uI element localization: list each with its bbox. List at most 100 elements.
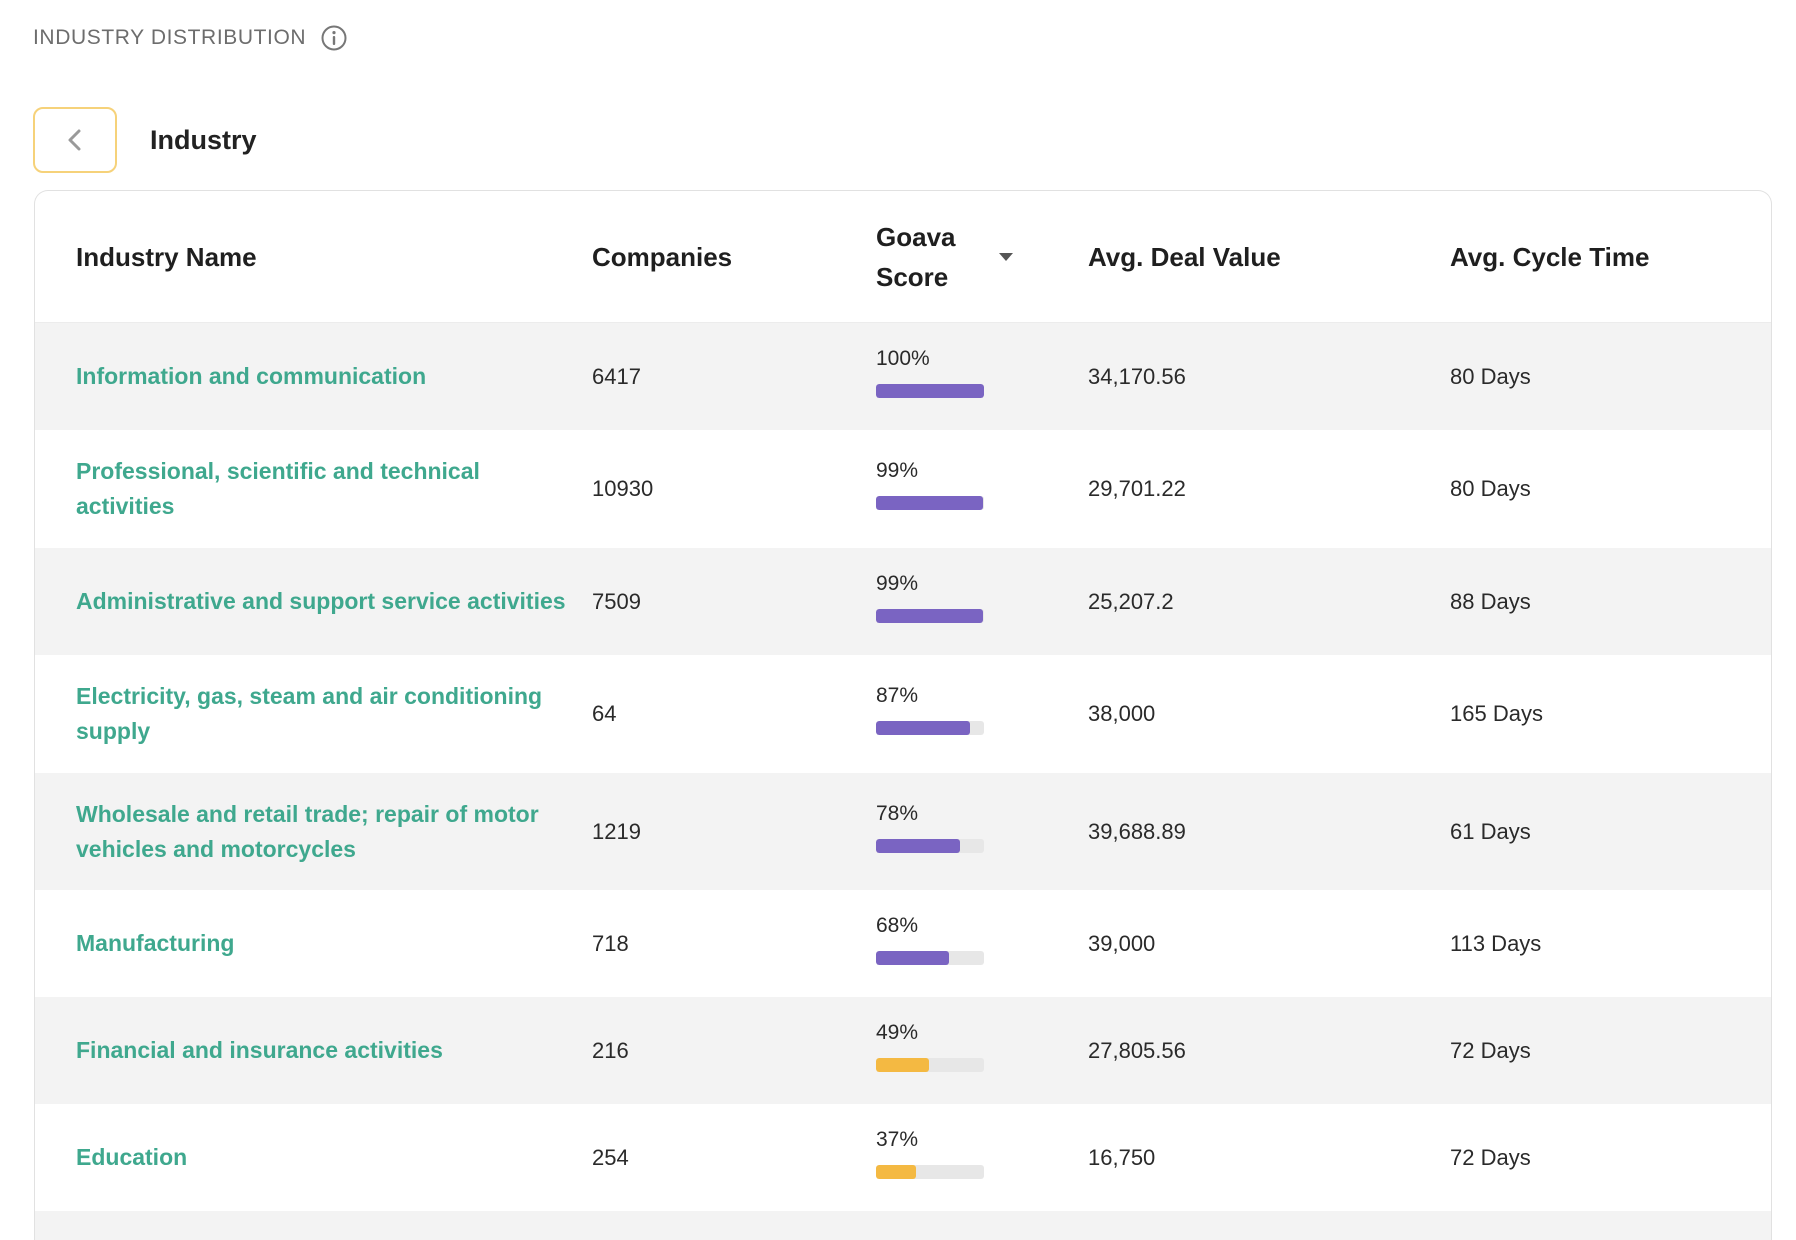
- column-header-goava-score[interactable]: Goava Score: [876, 191, 1014, 323]
- column-header-companies[interactable]: Companies: [592, 191, 732, 323]
- companies-count: 216: [592, 1037, 629, 1063]
- goava-score-fill: [876, 609, 983, 623]
- column-header-label: Avg. Deal Value: [1088, 241, 1281, 272]
- avg-cycle-time: 80 Days: [1450, 476, 1531, 501]
- table-row: [35, 1211, 1771, 1240]
- industry-name: Wholesale and retail trade; repair of mo…: [76, 800, 539, 862]
- industry-name: Administrative and support service activ…: [76, 588, 566, 614]
- goava-score-fill: [876, 1165, 916, 1179]
- goava-score-bar: [876, 721, 984, 735]
- column-header-label: Avg. Cycle Time: [1450, 241, 1650, 272]
- avg-deal-value: 27,805.56: [1088, 1037, 1186, 1063]
- table-row[interactable]: Wholesale and retail trade; repair of mo…: [35, 773, 1771, 890]
- goava-score-fill: [876, 496, 983, 510]
- avg-deal-value: 38,000: [1088, 701, 1156, 726]
- caret-down-icon[interactable]: [998, 252, 1014, 262]
- industry-name: Information and communication: [76, 363, 427, 389]
- companies-count: 254: [592, 1144, 629, 1170]
- avg-deal-value: 29,701.22: [1088, 476, 1186, 501]
- avg-cycle-time: 88 Days: [1450, 588, 1531, 614]
- industry-name-link[interactable]: Administrative and support service activ…: [76, 548, 566, 655]
- goava-score-label: 100%: [876, 347, 930, 370]
- avg-deal-value: 25,207.2: [1088, 588, 1174, 614]
- column-header-avg-cycle-time[interactable]: Avg. Cycle Time: [1450, 191, 1649, 323]
- avg-cycle-time: 72 Days: [1450, 1144, 1531, 1170]
- goava-score: 78%: [876, 802, 984, 853]
- goava-score: 87%: [876, 684, 984, 735]
- goava-score-bar: [876, 839, 984, 853]
- goava-score-label: 37%: [876, 1128, 919, 1151]
- goava-score-fill: [876, 721, 970, 735]
- column-header-label: Goava Score: [876, 222, 956, 292]
- companies-count: 1219: [592, 818, 641, 844]
- industry-name-link[interactable]: Education: [76, 1104, 566, 1211]
- goava-score: 99%: [876, 572, 984, 623]
- column-header-label: Companies: [592, 241, 733, 272]
- table-body: Information and communication 6417 100% 34,…: [35, 323, 1771, 1240]
- table-row[interactable]: Administrative and support service activ…: [35, 548, 1771, 655]
- back-button[interactable]: [33, 107, 117, 173]
- avg-cycle-time: 165 Days: [1450, 701, 1543, 726]
- goava-score-bar: [876, 496, 984, 510]
- industry-name-link[interactable]: Financial and insurance activities: [76, 997, 566, 1104]
- goava-score-label: 68%: [876, 914, 919, 937]
- goava-score-fill: [876, 951, 950, 965]
- goava-score-label: 99%: [876, 459, 919, 482]
- industry-table: Industry Name Companies Goava Score Avg.…: [34, 190, 1772, 1240]
- table-row[interactable]: Manufacturing 718 68% 39,000 113 Days: [35, 890, 1771, 997]
- table-row[interactable]: Financial and insurance activities 216 49%…: [35, 997, 1771, 1104]
- table-row[interactable]: Education 254 37% 16,750 72 Days: [35, 1104, 1771, 1211]
- table-row[interactable]: Information and communication 6417 100% 34,…: [35, 323, 1771, 430]
- nav-row: Industry: [33, 107, 257, 173]
- goava-score-bar: [876, 1165, 984, 1179]
- companies-count: 6417: [592, 363, 641, 389]
- section-header: INDUSTRY DISTRIBUTION: [33, 24, 348, 52]
- section-title: INDUSTRY DISTRIBUTION: [33, 26, 307, 49]
- industry-name: Professional, scientific and technical a…: [76, 458, 480, 519]
- goava-score-fill: [876, 839, 961, 853]
- column-header-avg-deal-value[interactable]: Avg. Deal Value: [1088, 191, 1281, 323]
- goava-score-label: 49%: [876, 1021, 919, 1044]
- goava-score-bar: [876, 951, 984, 965]
- goava-score: 68%: [876, 914, 984, 965]
- avg-deal-value: 39,000: [1088, 930, 1156, 956]
- industry-name-link[interactable]: Information and communication: [76, 323, 566, 430]
- avg-deal-value: 39,688.89: [1088, 818, 1186, 844]
- industry-name: Electricity, gas, steam and air conditio…: [76, 683, 543, 744]
- page-title: Industry: [150, 124, 257, 155]
- goava-score-bar: [876, 609, 984, 623]
- table-header: Industry Name Companies Goava Score Avg.…: [35, 191, 1771, 323]
- goava-score: 37%: [876, 1128, 984, 1179]
- companies-count: 718: [592, 930, 629, 956]
- companies-count: 10930: [592, 476, 654, 501]
- goava-score-label: 78%: [876, 802, 919, 825]
- goava-score-bar: [876, 384, 984, 398]
- goava-score: 100%: [876, 347, 984, 398]
- column-header-industry-name[interactable]: Industry Name: [76, 191, 257, 323]
- goava-score: 99%: [876, 459, 984, 510]
- goava-score-bar: [876, 1058, 984, 1072]
- avg-cycle-time: 61 Days: [1450, 818, 1531, 844]
- industry-name-link[interactable]: Professional, scientific and technical a…: [76, 430, 566, 548]
- avg-cycle-time: 113 Days: [1450, 930, 1542, 956]
- avg-deal-value: 16,750: [1088, 1144, 1156, 1170]
- table-row[interactable]: Professional, scientific and technical a…: [35, 430, 1771, 548]
- industry-name-link[interactable]: Electricity, gas, steam and air conditio…: [76, 655, 566, 773]
- industry-name: Financial and insurance activities: [76, 1037, 443, 1063]
- chevron-left-icon: [68, 129, 81, 151]
- goava-score-label: 87%: [876, 684, 919, 707]
- industry-name: Manufacturing: [76, 930, 235, 956]
- industry-name-link[interactable]: Manufacturing: [76, 890, 566, 997]
- goava-score-label: 99%: [876, 572, 919, 595]
- goava-score: 49%: [876, 1021, 984, 1072]
- avg-deal-value: 34,170.56: [1088, 363, 1186, 389]
- goava-score-fill: [876, 1058, 929, 1072]
- industry-name-link[interactable]: Wholesale and retail trade; repair of mo…: [76, 773, 566, 890]
- column-header-label: Industry Name: [76, 241, 257, 272]
- companies-count: 64: [592, 701, 617, 726]
- info-icon[interactable]: [320, 24, 348, 52]
- avg-cycle-time: 72 Days: [1450, 1037, 1531, 1063]
- avg-cycle-time: 80 Days: [1450, 363, 1531, 389]
- table-row[interactable]: Electricity, gas, steam and air conditio…: [35, 655, 1771, 773]
